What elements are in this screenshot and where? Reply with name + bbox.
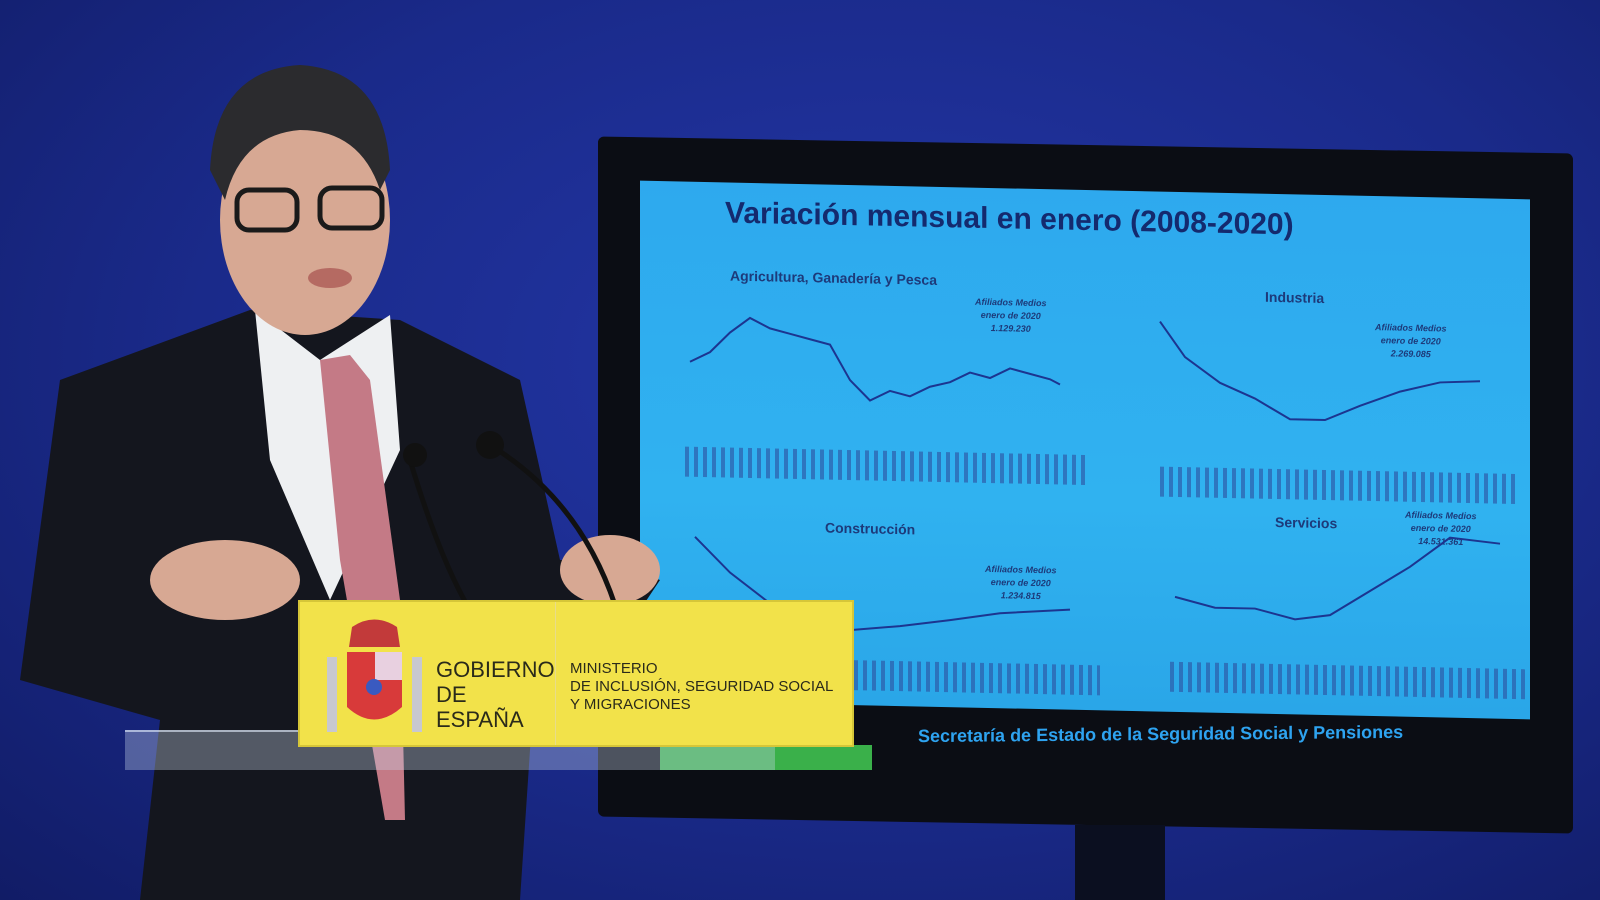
green-logo-strip (660, 745, 872, 770)
government-sign: GOBIERNO DE ESPAÑA MINISTERIO DE INCLUSIÓN… (298, 600, 854, 747)
ministry-text: MINISTERIO DE INCLUSIÓN, SEGURIDAD SOCIAL… (570, 660, 834, 713)
slide-footer: Secretaría de Estado de la Seguridad Soc… (918, 721, 1404, 747)
coat-of-arms-icon (327, 619, 422, 732)
agriculture-line (689, 316, 1061, 402)
x-axis-ticks (845, 659, 1100, 696)
tv-stand (1075, 825, 1165, 900)
services-line (1174, 536, 1501, 621)
industry-line (1159, 321, 1481, 422)
gobierno-text: GOBIERNO DE ESPAÑA (436, 657, 555, 732)
